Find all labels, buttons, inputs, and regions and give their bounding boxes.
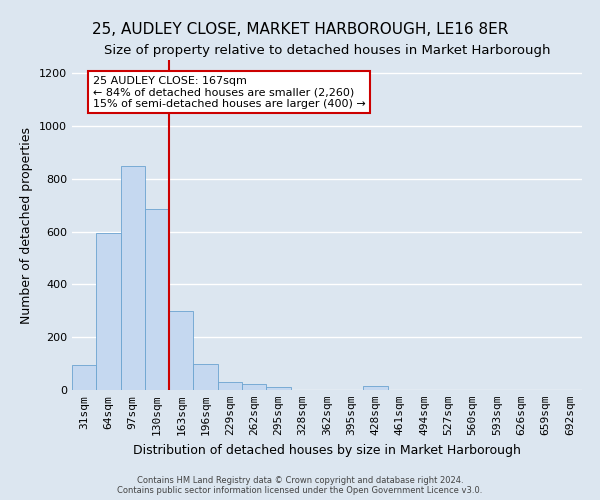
Bar xyxy=(121,166,145,390)
Text: 25, AUDLEY CLOSE, MARKET HARBOROUGH, LE16 8ER: 25, AUDLEY CLOSE, MARKET HARBOROUGH, LE1… xyxy=(92,22,508,38)
Bar xyxy=(364,386,388,390)
Title: Size of property relative to detached houses in Market Harborough: Size of property relative to detached ho… xyxy=(104,44,550,58)
Bar xyxy=(266,388,290,390)
X-axis label: Distribution of detached houses by size in Market Harborough: Distribution of detached houses by size … xyxy=(133,444,521,456)
Bar xyxy=(218,382,242,390)
Bar xyxy=(169,311,193,390)
Bar xyxy=(96,233,121,390)
Text: Contains HM Land Registry data © Crown copyright and database right 2024.
Contai: Contains HM Land Registry data © Crown c… xyxy=(118,476,482,495)
Text: 25 AUDLEY CLOSE: 167sqm
← 84% of detached houses are smaller (2,260)
15% of semi: 25 AUDLEY CLOSE: 167sqm ← 84% of detache… xyxy=(92,76,365,109)
Bar xyxy=(145,209,169,390)
Bar xyxy=(72,365,96,390)
Bar xyxy=(242,384,266,390)
Bar xyxy=(193,364,218,390)
Y-axis label: Number of detached properties: Number of detached properties xyxy=(20,126,34,324)
